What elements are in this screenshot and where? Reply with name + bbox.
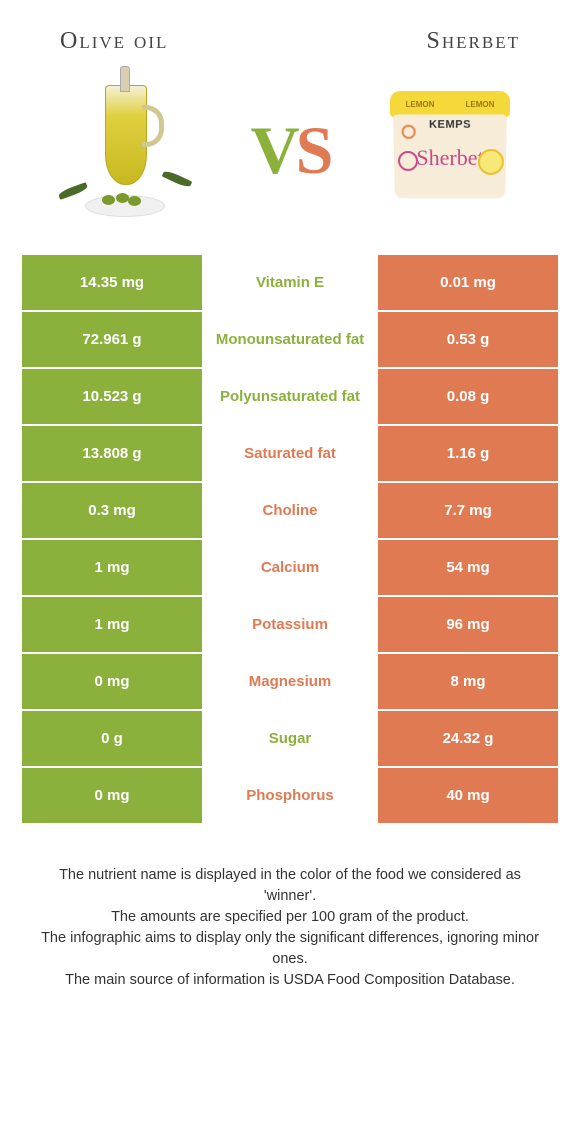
lid-text: LEMON xyxy=(406,100,435,109)
table-row: 0.3 mgCholine7.7 mg xyxy=(22,483,558,540)
nutrient-label: Saturated fat xyxy=(202,426,378,481)
leaf-icon xyxy=(162,169,193,189)
nutrient-label: Monounsaturated fat xyxy=(202,312,378,367)
vs-v: V xyxy=(251,112,296,188)
carafe-icon xyxy=(105,85,147,185)
nutrient-label: Potassium xyxy=(202,597,378,652)
table-row: 72.961 gMonounsaturated fat0.53 g xyxy=(22,312,558,369)
nutrient-label: Choline xyxy=(202,483,378,538)
nutrient-label: Vitamin E xyxy=(202,255,378,310)
value-right: 8 mg xyxy=(378,654,558,709)
value-right: 0.01 mg xyxy=(378,255,558,310)
nutrient-label: Polyunsaturated fat xyxy=(202,369,378,424)
fruit-icon xyxy=(478,149,504,175)
table-row: 13.808 gSaturated fat1.16 g xyxy=(22,426,558,483)
value-right: 7.7 mg xyxy=(378,483,558,538)
footer-line: The amounts are specified per 100 gram o… xyxy=(40,907,540,928)
value-right: 0.08 g xyxy=(378,369,558,424)
value-left: 13.808 g xyxy=(22,426,202,481)
value-left: 0 mg xyxy=(22,654,202,709)
vs-s: S xyxy=(296,112,330,188)
olive-oil-illustration xyxy=(50,75,210,225)
nutrient-label: Sugar xyxy=(202,711,378,766)
footer-line: The nutrient name is displayed in the co… xyxy=(40,865,540,907)
lid-text: LEMON xyxy=(466,100,495,109)
leaf-icon xyxy=(58,182,89,200)
nutrient-label: Calcium xyxy=(202,540,378,595)
table-row: 1 mgCalcium54 mg xyxy=(22,540,558,597)
value-left: 0 g xyxy=(22,711,202,766)
footer-line: The infographic aims to display only the… xyxy=(40,928,540,970)
value-left: 72.961 g xyxy=(22,312,202,367)
value-left: 14.35 mg xyxy=(22,255,202,310)
value-left: 0.3 mg xyxy=(22,483,202,538)
value-left: 1 mg xyxy=(22,597,202,652)
table-row: 0 mgMagnesium8 mg xyxy=(22,654,558,711)
footer-notes: The nutrient name is displayed in the co… xyxy=(0,825,580,991)
table-row: 0 gSugar24.32 g xyxy=(22,711,558,768)
nutrient-label: Phosphorus xyxy=(202,768,378,823)
value-right: 0.53 g xyxy=(378,312,558,367)
value-left: 0 mg xyxy=(22,768,202,823)
header: Olive oil Sherbet xyxy=(0,0,580,65)
value-right: 40 mg xyxy=(378,768,558,823)
sherbet-illustration: LEMON LEMON KEMPS Sherbet xyxy=(370,75,530,225)
olive-icon xyxy=(128,196,141,206)
vs-label: VS xyxy=(251,111,330,190)
handle-icon xyxy=(142,105,164,147)
image-row: VS LEMON LEMON KEMPS Sherbet xyxy=(0,65,580,245)
footer-line: The main source of information is USDA F… xyxy=(40,970,540,991)
table-row: 0 mgPhosphorus40 mg xyxy=(22,768,558,825)
value-left: 10.523 g xyxy=(22,369,202,424)
table-row: 14.35 mgVitamin E0.01 mg xyxy=(22,255,558,312)
table-row: 10.523 gPolyunsaturated fat0.08 g xyxy=(22,369,558,426)
nutrient-label: Magnesium xyxy=(202,654,378,709)
tub-lid: LEMON LEMON xyxy=(390,91,510,117)
comparison-table: 14.35 mgVitamin E0.01 mg72.961 gMonounsa… xyxy=(22,255,558,825)
value-right: 24.32 g xyxy=(378,711,558,766)
value-left: 1 mg xyxy=(22,540,202,595)
value-right: 54 mg xyxy=(378,540,558,595)
table-row: 1 mgPotassium96 mg xyxy=(22,597,558,654)
olive-icon xyxy=(102,195,115,205)
value-right: 1.16 g xyxy=(378,426,558,481)
fruit-icon xyxy=(398,151,418,171)
fruit-icon xyxy=(401,125,415,139)
value-right: 96 mg xyxy=(378,597,558,652)
tub-body: KEMPS Sherbet xyxy=(393,114,507,198)
title-right: Sherbet xyxy=(427,28,520,55)
title-left: Olive oil xyxy=(60,28,168,55)
